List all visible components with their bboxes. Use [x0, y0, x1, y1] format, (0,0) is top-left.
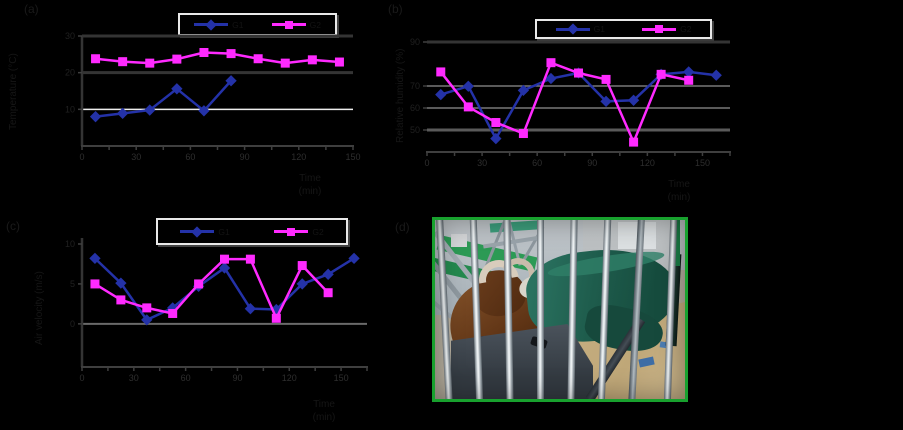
x-axis-title-line2: (min): [667, 192, 691, 203]
photo-vignette: [435, 220, 685, 399]
svg-text:120: 120: [640, 158, 655, 168]
x-axis-title-line2: (min): [298, 186, 322, 197]
panel-b-legend: G1 G2: [535, 19, 712, 39]
panel-c-legend: G1 G2: [156, 218, 348, 245]
svg-text:90: 90: [240, 152, 250, 162]
legend-square-marker: [287, 227, 296, 236]
legend-label: G2: [680, 24, 692, 34]
svg-text:50: 50: [410, 125, 420, 135]
svg-text:90: 90: [232, 373, 242, 383]
legend-label: G2: [312, 226, 324, 237]
svg-text:30: 30: [131, 152, 141, 162]
animal-photo: [432, 217, 688, 402]
svg-text:60: 60: [181, 373, 191, 383]
legend-diamond-marker: [205, 18, 217, 31]
svg-text:30: 30: [129, 373, 139, 383]
panel-a-x-axis-title: Time (min): [278, 172, 342, 198]
svg-text:0: 0: [79, 152, 84, 162]
x-axis-title-line1: Time: [299, 173, 321, 184]
panel-b-x-axis-title: Time (min): [647, 178, 711, 204]
legend-diamond-marker: [566, 23, 579, 35]
panel-c-y-axis-title: Air velocity (m/s): [34, 271, 45, 345]
panel-b: (b) Relative humidity (%) G1 G2 0 30 60 90 12…: [385, 0, 903, 215]
panel-c-x-axis-title: Time (min): [292, 398, 356, 424]
panel-d-label: (d): [395, 220, 410, 234]
legend-label: G2: [309, 19, 321, 30]
legend-line: [180, 225, 215, 238]
panel-c-label: (c): [6, 219, 20, 233]
svg-text:70: 70: [410, 81, 420, 91]
svg-text:120: 120: [282, 373, 297, 383]
panel-a-chart: 0 30 60 90 120 150 30 20 10: [65, 31, 361, 162]
svg-text:60: 60: [532, 158, 542, 168]
legend-entry: G2: [642, 24, 691, 34]
legend-line: [274, 227, 309, 236]
legend-entry: G2: [274, 226, 324, 237]
x-axis-title-line1: Time: [313, 399, 335, 410]
svg-text:120: 120: [291, 152, 306, 162]
legend-line: [271, 20, 306, 29]
panel-a: (a) Temperature (°C) G1 G2 0 30 60 90 120 150 3…: [0, 0, 450, 215]
photo-cage-bar: [537, 220, 544, 399]
svg-text:150: 150: [695, 158, 710, 168]
svg-text:20: 20: [65, 68, 75, 78]
svg-text:10: 10: [65, 104, 75, 114]
svg-text:0: 0: [424, 158, 429, 168]
panel-d: (d): [385, 215, 903, 430]
svg-text:60: 60: [185, 152, 195, 162]
svg-text:10: 10: [65, 239, 75, 249]
panel-c: (c) Air velocity (m/s) G1 G2 0 30 60 90 120 15…: [0, 215, 450, 430]
legend-square-marker: [655, 25, 664, 33]
legend-label: G1: [593, 24, 605, 34]
legend-line: [642, 25, 677, 33]
legend-line: [194, 18, 229, 31]
legend-entry: G1: [180, 225, 230, 238]
svg-text:0: 0: [79, 373, 84, 383]
animal-photo-scene: [435, 220, 685, 399]
svg-text:150: 150: [345, 152, 360, 162]
panel-a-legend: G1 G2: [178, 13, 337, 36]
svg-text:30: 30: [65, 31, 75, 41]
legend-label: G1: [218, 226, 230, 237]
x-axis-title-line2: (min): [312, 412, 336, 423]
legend-square-marker: [284, 20, 293, 29]
legend-entry: G1: [194, 18, 244, 31]
svg-text:90: 90: [587, 158, 597, 168]
panel-b-label: (b): [388, 2, 403, 16]
svg-text:30: 30: [477, 158, 487, 168]
legend-line: [555, 23, 590, 35]
x-axis-title-line1: Time: [668, 179, 690, 190]
panel-a-label: (a): [24, 2, 39, 16]
svg-text:150: 150: [334, 373, 349, 383]
legend-diamond-marker: [191, 225, 203, 238]
svg-text:60: 60: [410, 103, 420, 113]
legend-entry: G1: [555, 23, 605, 35]
svg-text:0: 0: [70, 319, 75, 329]
legend-label: G1: [232, 19, 244, 30]
svg-text:5: 5: [70, 279, 75, 289]
panel-b-chart: 0 30 60 90 120 150 90 70 60 50: [410, 37, 731, 168]
panel-a-y-axis-title: Temperature (°C): [8, 53, 19, 131]
panel-b-y-axis-title: Relative humidity (%): [395, 48, 406, 144]
svg-text:90: 90: [410, 37, 420, 47]
photo-white-box: [451, 234, 467, 247]
legend-entry: G2: [271, 19, 321, 30]
panel-c-chart: 0 30 60 90 120 150 10 5 0: [65, 238, 368, 383]
